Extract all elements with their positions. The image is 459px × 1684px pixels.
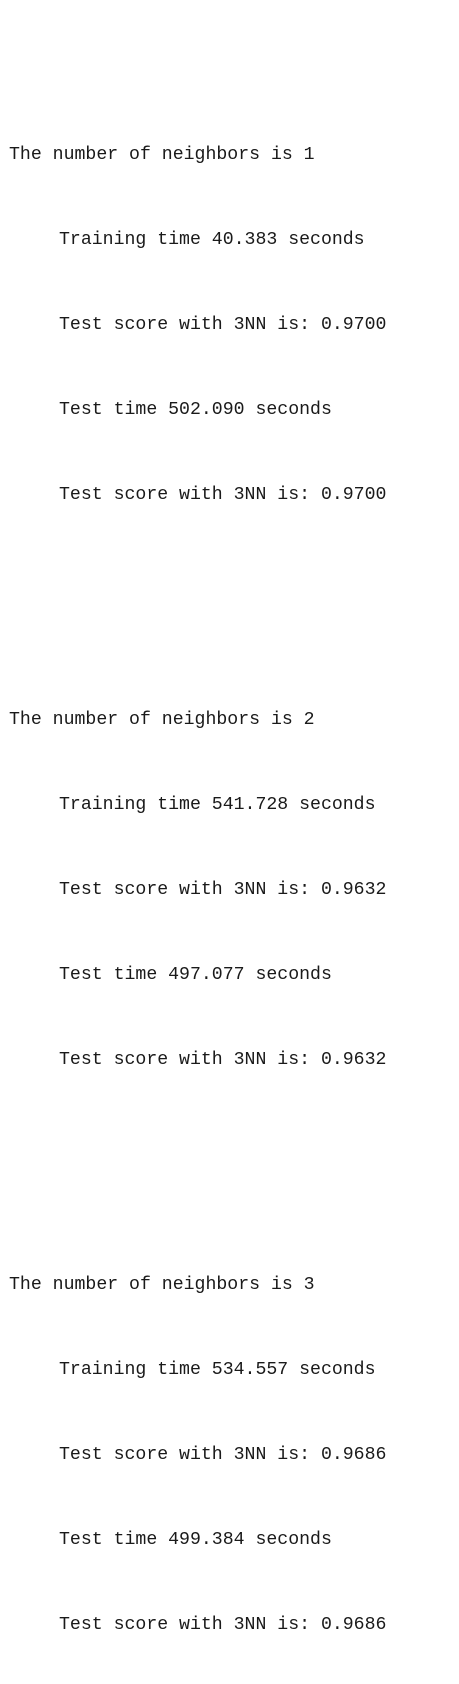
output-block: The number of neighbors is 3 Training ti…	[9, 1214, 454, 1684]
training-time-line: Training time 541.728 seconds	[59, 795, 376, 815]
neighbors-header: The number of neighbors is 2	[9, 710, 315, 730]
test-score-line: Test score with 3NN is: 0.9700	[59, 315, 387, 335]
test-time-line: Test time 502.090 seconds	[59, 400, 332, 420]
training-time-line: Training time 534.557 seconds	[59, 1360, 376, 1380]
test-score-line: Test score with 3NN is: 0.9700	[59, 485, 387, 505]
output-block: The number of neighbors is 1 Training ti…	[9, 84, 454, 565]
test-score-line: Test score with 3NN is: 0.9632	[59, 1050, 387, 1070]
test-time-line: Test time 497.077 seconds	[59, 965, 332, 985]
neighbors-header: The number of neighbors is 1	[9, 145, 315, 165]
neighbors-header: The number of neighbors is 3	[9, 1275, 315, 1295]
console-output: The number of neighbors is 1 Training ti…	[9, 0, 454, 1684]
test-score-line: Test score with 3NN is: 0.9632	[59, 880, 387, 900]
test-score-line: Test score with 3NN is: 0.9686	[59, 1615, 387, 1635]
test-time-line: Test time 499.384 seconds	[59, 1530, 332, 1550]
training-time-line: Training time 40.383 seconds	[59, 230, 365, 250]
output-block: The number of neighbors is 2 Training ti…	[9, 649, 454, 1130]
test-score-line: Test score with 3NN is: 0.9686	[59, 1445, 387, 1465]
